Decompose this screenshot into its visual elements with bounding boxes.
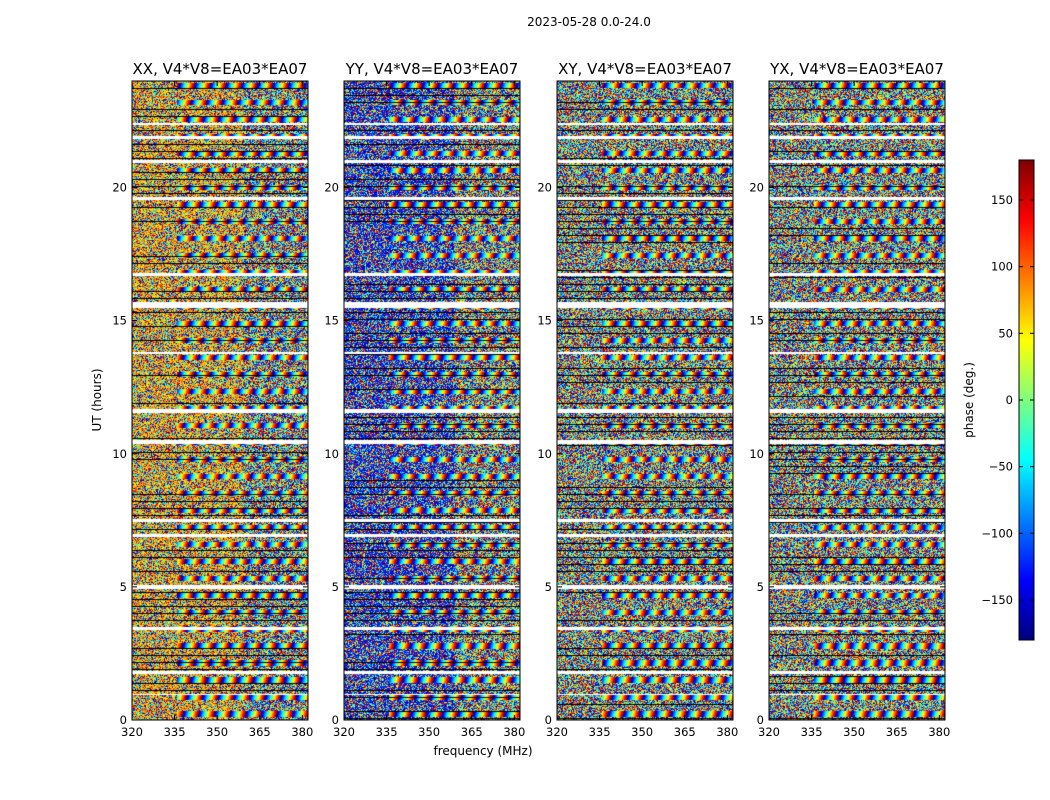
y-tick-label: 5 xyxy=(545,580,552,594)
heatmap-canvas xyxy=(557,81,733,720)
y-axis-label: UT (hours) xyxy=(90,368,104,431)
phase-heatmap xyxy=(132,81,308,720)
colorbar-tick-label: 100 xyxy=(991,260,1013,274)
y-tick-label: 15 xyxy=(749,314,764,328)
panel-frame xyxy=(131,80,309,721)
y-tick-label: 10 xyxy=(112,447,127,461)
panel-frame xyxy=(343,80,521,721)
colorbar-tick-label: 150 xyxy=(991,193,1013,207)
phase-heatmap xyxy=(557,81,733,720)
x-tick-label: 320 xyxy=(758,725,780,739)
panel-frame xyxy=(556,80,734,721)
colorbar-tick-label: −50 xyxy=(989,460,1013,474)
x-tick-label: 350 xyxy=(418,725,440,739)
y-tick-label: 20 xyxy=(749,181,764,195)
y-tick-label: 20 xyxy=(324,181,339,195)
x-tick-label: 365 xyxy=(674,725,696,739)
colorbar-tick-label: 0 xyxy=(1006,393,1013,407)
y-tick-label: 0 xyxy=(545,713,552,727)
x-tick-label: 380 xyxy=(503,725,525,739)
x-tick-label: 350 xyxy=(631,725,653,739)
phase-heatmap xyxy=(344,81,520,720)
x-tick-label: 335 xyxy=(801,725,823,739)
x-tick-label: 365 xyxy=(886,725,908,739)
y-tick-label: 0 xyxy=(757,713,764,727)
heatmap-canvas xyxy=(344,81,520,720)
y-tick-label: 5 xyxy=(757,580,764,594)
panels-group: XX, V4*V8=EA03*EA07 320 335 350 365 380 0 5 10 15… xyxy=(112,60,950,739)
x-tick-label: 365 xyxy=(461,725,483,739)
x-tick-label: 320 xyxy=(546,725,568,739)
y-tick-label: 15 xyxy=(537,314,552,328)
y-tick-label: 20 xyxy=(112,181,127,195)
y-tick-label: 20 xyxy=(537,181,552,195)
y-tick-label: 15 xyxy=(324,314,339,328)
x-axis-label: frequency (MHz) xyxy=(433,744,532,758)
colorbar-label: phase (deg.) xyxy=(962,362,976,438)
x-tick-label: 320 xyxy=(121,725,143,739)
panel-title: YX, V4*V8=EA03*EA07 xyxy=(769,60,944,78)
y-tick-label: 5 xyxy=(332,580,339,594)
x-tick-label: 320 xyxy=(333,725,355,739)
figure-suptitle: 2023-05-28 0.0-24.0 xyxy=(527,15,651,29)
x-tick-label: 380 xyxy=(716,725,738,739)
x-tick-label: 365 xyxy=(249,725,271,739)
x-tick-label: 350 xyxy=(206,725,228,739)
x-tick-label: 335 xyxy=(589,725,611,739)
y-tick-label: 0 xyxy=(120,713,127,727)
x-tick-label: 335 xyxy=(164,725,186,739)
y-tick-label: 5 xyxy=(120,580,127,594)
x-tick-label: 350 xyxy=(843,725,865,739)
x-tick-label: 380 xyxy=(291,725,313,739)
y-tick-label: 10 xyxy=(749,447,764,461)
panel-yy: YY, V4*V8=EA03*EA07 320 335 350 365 380 0 5 10 15… xyxy=(324,60,525,739)
y-tick-label: 0 xyxy=(332,713,339,727)
y-tick-label: 10 xyxy=(324,447,339,461)
panel-frame xyxy=(768,80,946,721)
y-tick-label: 10 xyxy=(537,447,552,461)
heatmap-canvas xyxy=(769,81,945,720)
colorbar-tick-label: −100 xyxy=(981,526,1013,540)
panel-xx: XX, V4*V8=EA03*EA07 320 335 350 365 380 0 5 10 15… xyxy=(112,60,313,739)
panel-title: XX, V4*V8=EA03*EA07 xyxy=(133,60,308,78)
colorbar-tick-label: −150 xyxy=(981,593,1013,607)
x-tick-label: 380 xyxy=(928,725,950,739)
panel-xy: XY, V4*V8=EA03*EA07 320 335 350 365 380 0 5 10 15… xyxy=(537,60,738,739)
colorbar-tick-label: 50 xyxy=(998,326,1013,340)
colorbar: −150 −100 −50 0 50 100 150 xyxy=(981,159,1035,641)
panel-title: XY, V4*V8=EA03*EA07 xyxy=(558,60,732,78)
x-tick-label: 335 xyxy=(376,725,398,739)
phase-heatmap xyxy=(769,81,945,720)
panel-yx: YX, V4*V8=EA03*EA07 320 335 350 365 380 0 5 10 15… xyxy=(749,60,950,739)
panel-title: YY, V4*V8=EA03*EA07 xyxy=(345,60,519,78)
heatmap-canvas xyxy=(132,81,308,720)
y-tick-label: 15 xyxy=(112,314,127,328)
